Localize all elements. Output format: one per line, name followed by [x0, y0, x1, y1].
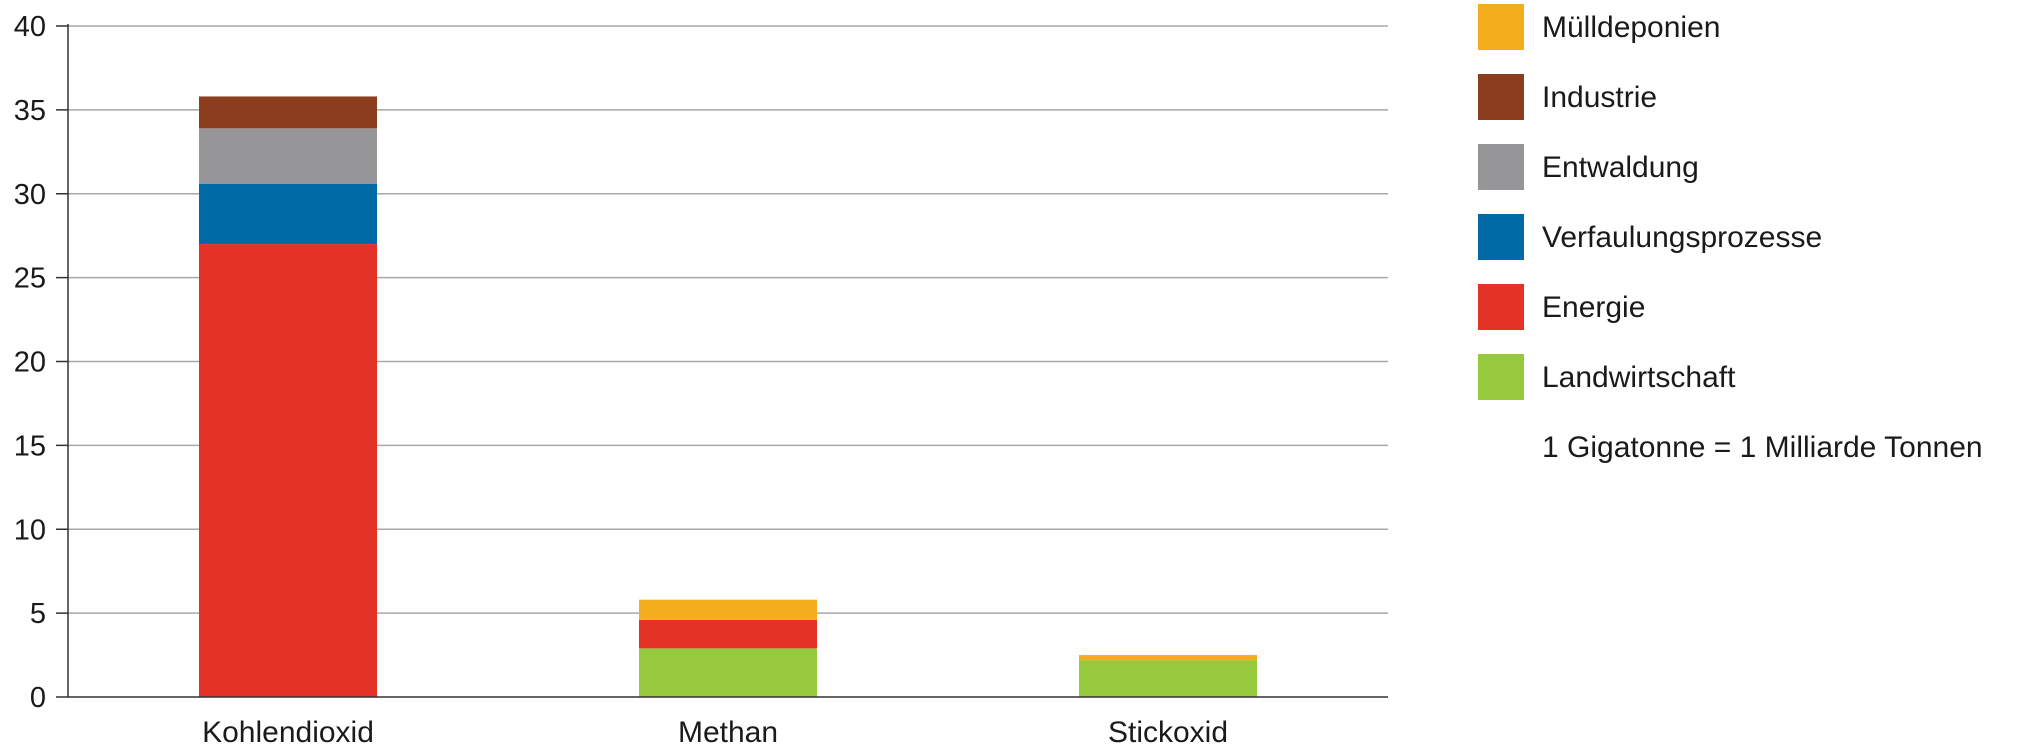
legend-swatch-muelldeponien: [1478, 4, 1524, 50]
y-axis-ticks: 0 5 10 15 20 25 30 35 40: [14, 11, 68, 714]
legend-label-muelldeponien: Mülldeponien: [1542, 11, 1720, 44]
bar-kohlendioxid-industrie: [199, 96, 377, 129]
legend-swatch-verfaulungsprozesse: [1478, 214, 1524, 260]
legend-label-energie: Energie: [1542, 291, 1645, 324]
legend: Mülldeponien Industrie Entwaldung Verfaulun…: [1478, 4, 1983, 464]
y-tick-label-0: 0: [30, 682, 46, 714]
bar-kohlendioxid-entwaldung: [199, 128, 377, 184]
legend-label-landwirtschaft: Landwirtschaft: [1542, 361, 1736, 394]
legend-label-industrie: Industrie: [1542, 81, 1657, 114]
bar-stickoxid-landwirtschaft: [1079, 660, 1257, 697]
bar-methan-landwirtschaft: [639, 648, 817, 697]
y-tick-label-15: 15: [14, 430, 46, 462]
legend-swatch-entwaldung: [1478, 144, 1524, 190]
legend-swatch-industrie: [1478, 74, 1524, 120]
legend-swatch-landwirtschaft: [1478, 354, 1524, 400]
legend-label-entwaldung: Entwaldung: [1542, 151, 1699, 184]
x-axis-categories: Kohlendioxid Methan Stickoxid: [202, 716, 1228, 749]
x-category-label-methan: Methan: [678, 716, 778, 749]
y-tick-label-5: 5: [30, 598, 46, 630]
axes: [67, 24, 1388, 698]
legend-note: 1 Gigatonne = 1 Milliarde Tonnen: [1542, 431, 1983, 464]
bar-stacks: [199, 96, 1257, 697]
bar-methan-energie: [639, 619, 817, 649]
y-tick-label-40: 40: [14, 11, 46, 43]
y-tick-label-30: 30: [14, 179, 46, 211]
bar-kohlendioxid-verfaulungsprozesse: [199, 183, 377, 245]
bar-methan-muelldeponien: [639, 599, 817, 620]
x-category-label-kohlendioxid: Kohlendioxid: [202, 716, 374, 749]
bar-kohlendioxid-energie: [199, 244, 377, 697]
y-tick-label-25: 25: [14, 263, 46, 295]
x-category-label-stickoxid: Stickoxid: [1108, 716, 1228, 749]
y-tick-label-10: 10: [14, 514, 46, 546]
legend-swatch-energie: [1478, 284, 1524, 330]
y-tick-label-35: 35: [14, 95, 46, 127]
y-tick-label-20: 20: [14, 347, 46, 379]
legend-label-verfaulungsprozesse: Verfaulungsprozesse: [1542, 221, 1822, 254]
bar-stickoxid-muelldeponien: [1079, 655, 1257, 661]
